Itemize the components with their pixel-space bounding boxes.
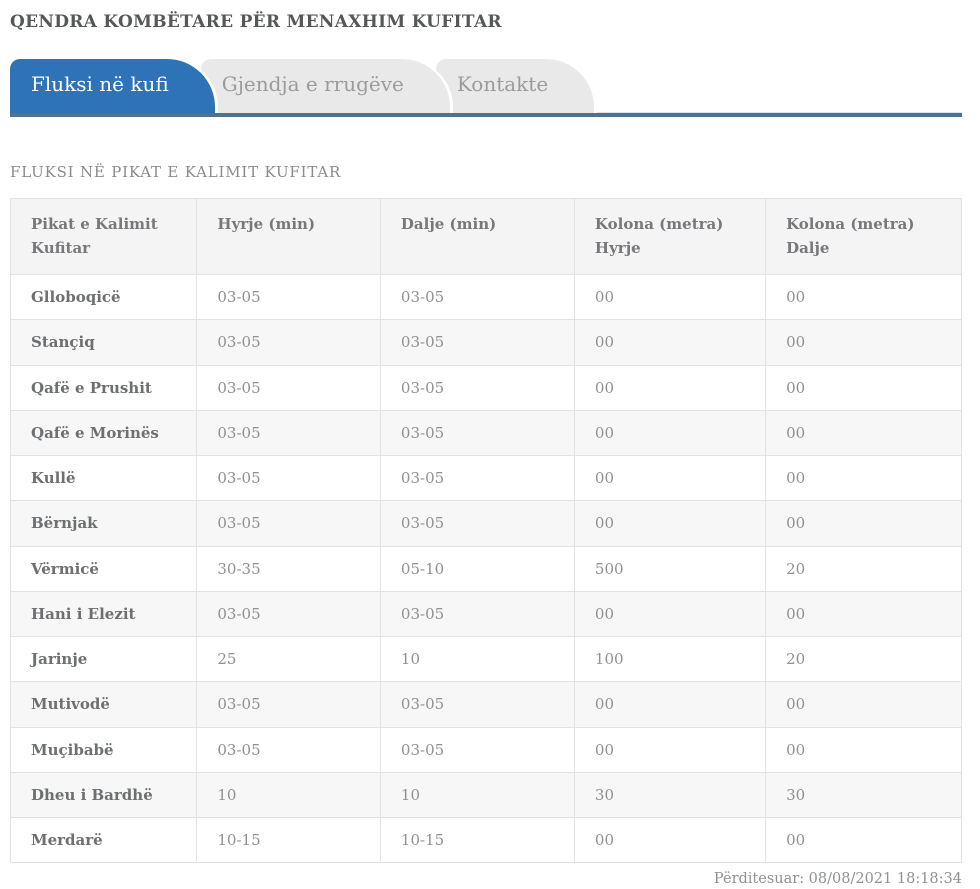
value-cell: 10 <box>379 771 575 819</box>
border-point-name: Mutivodë <box>9 681 198 728</box>
value-cell: 03-05 <box>379 681 575 728</box>
value-cell: 03-05 <box>196 681 381 728</box>
table-body: Glloboqicë 03-05 03-05 00 00 Stançiq 03-05 03-0… <box>9 273 962 864</box>
tab-bar: Fluksi në kufi Gjendja e rrugëve Kontakt… <box>10 59 962 117</box>
border-point-name: Merdarë <box>9 816 198 864</box>
value-cell: 00 <box>765 273 962 321</box>
table-header-row: Pikat e Kalimit Kufitar Hyrje (min) Dalje … <box>9 198 962 275</box>
table-row: Qafë e Prushit 03-05 03-05 00 00 <box>9 364 962 411</box>
table-row: Kullë 03-05 03-05 00 00 <box>9 454 962 502</box>
table-row: Dheu i Bardhë 10 10 30 30 <box>9 771 962 819</box>
value-cell: 03-05 <box>379 409 575 457</box>
table-row: Mutivodë 03-05 03-05 00 00 <box>9 681 962 728</box>
column-header: Dalje (min) <box>379 198 575 275</box>
value-cell: 03-05 <box>196 273 381 321</box>
value-cell: 00 <box>765 454 962 502</box>
table-row: Glloboqicë 03-05 03-05 00 00 <box>9 273 962 321</box>
value-cell: 03-05 <box>196 726 381 773</box>
value-cell: 03-05 <box>379 454 575 502</box>
value-cell: 20 <box>765 545 962 592</box>
border-point-name: Dheu i Bardhë <box>9 771 198 819</box>
value-cell: 00 <box>573 726 767 773</box>
last-updated-timestamp: Përditesuar: 08/08/2021 18:18:34 <box>713 871 962 888</box>
value-cell: 00 <box>765 409 962 457</box>
border-point-name: Qafë e Morinës <box>9 409 198 457</box>
tab-kontakte[interactable]: Kontakte <box>435 59 595 113</box>
value-cell: 00 <box>765 500 962 547</box>
border-point-name: Hani i Elezit <box>9 590 198 638</box>
value-cell: 10-15 <box>196 816 381 864</box>
value-cell: 00 <box>765 590 962 638</box>
value-cell: 00 <box>573 816 767 864</box>
value-cell: 03-05 <box>379 364 575 411</box>
value-cell: 00 <box>573 364 767 411</box>
table-row: Stançiq 03-05 03-05 00 00 <box>9 319 962 366</box>
tab-fluksi-ne-kufi[interactable]: Fluksi në kufi <box>10 59 215 113</box>
page-title: QENDRA KOMBËTARE PËR MENAXHIM KUFITAR <box>10 12 502 32</box>
column-header: Hyrje (min) <box>196 198 381 275</box>
value-cell: 03-05 <box>196 409 381 457</box>
border-point-name: Jarinje <box>9 635 198 683</box>
value-cell: 00 <box>765 816 962 864</box>
value-cell: 00 <box>765 319 962 366</box>
border-point-name: Vërmicë <box>9 545 198 592</box>
value-cell: 500 <box>573 545 767 592</box>
page: QENDRA KOMBËTARE PËR MENAXHIM KUFITAR Fl… <box>9 0 962 888</box>
value-cell: 00 <box>765 681 962 728</box>
value-cell: 10 <box>196 771 381 819</box>
table-row: Qafë e Morinës 03-05 03-05 00 00 <box>9 409 962 457</box>
value-cell: 03-05 <box>379 273 575 321</box>
border-flow-table: Pikat e Kalimit Kufitar Hyrje (min) Dalje … <box>9 198 962 864</box>
value-cell: 10-15 <box>379 816 575 864</box>
value-cell: 10 <box>379 635 575 683</box>
value-cell: 30-35 <box>196 545 381 592</box>
value-cell: 00 <box>765 364 962 411</box>
border-point-name: Glloboqicë <box>9 273 198 321</box>
value-cell: 25 <box>196 635 381 683</box>
value-cell: 03-05 <box>379 319 575 366</box>
tab-gjendja-e-rrugeve[interactable]: Gjendja e rrugëve <box>200 59 450 113</box>
value-cell: 03-05 <box>379 500 575 547</box>
table-row: Bërnjak 03-05 03-05 00 00 <box>9 500 962 547</box>
table-row: Vërmicë 30-35 05-10 500 20 <box>9 545 962 592</box>
value-cell: 03-05 <box>196 500 381 547</box>
value-cell: 03-05 <box>379 590 575 638</box>
table-row: Hani i Elezit 03-05 03-05 00 00 <box>9 590 962 638</box>
value-cell: 00 <box>573 500 767 547</box>
border-point-name: Stançiq <box>9 319 198 366</box>
value-cell: 00 <box>765 726 962 773</box>
value-cell: 00 <box>573 454 767 502</box>
value-cell: 00 <box>573 681 767 728</box>
value-cell: 100 <box>573 635 767 683</box>
border-point-name: Muçibabë <box>9 726 198 773</box>
table-row: Merdarë 10-15 10-15 00 00 <box>9 816 962 864</box>
value-cell: 30 <box>573 771 767 819</box>
column-header: Kolona (metra) Hyrje <box>573 198 767 275</box>
value-cell: 00 <box>573 590 767 638</box>
value-cell: 05-10 <box>379 545 575 592</box>
table-row: Jarinje 25 10 100 20 <box>9 635 962 683</box>
value-cell: 03-05 <box>379 726 575 773</box>
value-cell: 03-05 <box>196 364 381 411</box>
value-cell: 00 <box>573 409 767 457</box>
value-cell: 03-05 <box>196 454 381 502</box>
value-cell: 03-05 <box>196 319 381 366</box>
value-cell: 03-05 <box>196 590 381 638</box>
border-point-name: Kullë <box>9 454 198 502</box>
value-cell: 00 <box>573 319 767 366</box>
table-row: Muçibabë 03-05 03-05 00 00 <box>9 726 962 773</box>
column-header: Pikat e Kalimit Kufitar <box>9 198 198 275</box>
column-header: Kolona (metra) Dalje <box>765 198 962 275</box>
value-cell: 30 <box>765 771 962 819</box>
border-point-name: Qafë e Prushit <box>9 364 198 411</box>
section-heading: FLUKSI NË PIKAT E KALIMIT KUFITAR <box>10 163 342 181</box>
value-cell: 00 <box>573 273 767 321</box>
border-point-name: Bërnjak <box>9 500 198 547</box>
value-cell: 20 <box>765 635 962 683</box>
